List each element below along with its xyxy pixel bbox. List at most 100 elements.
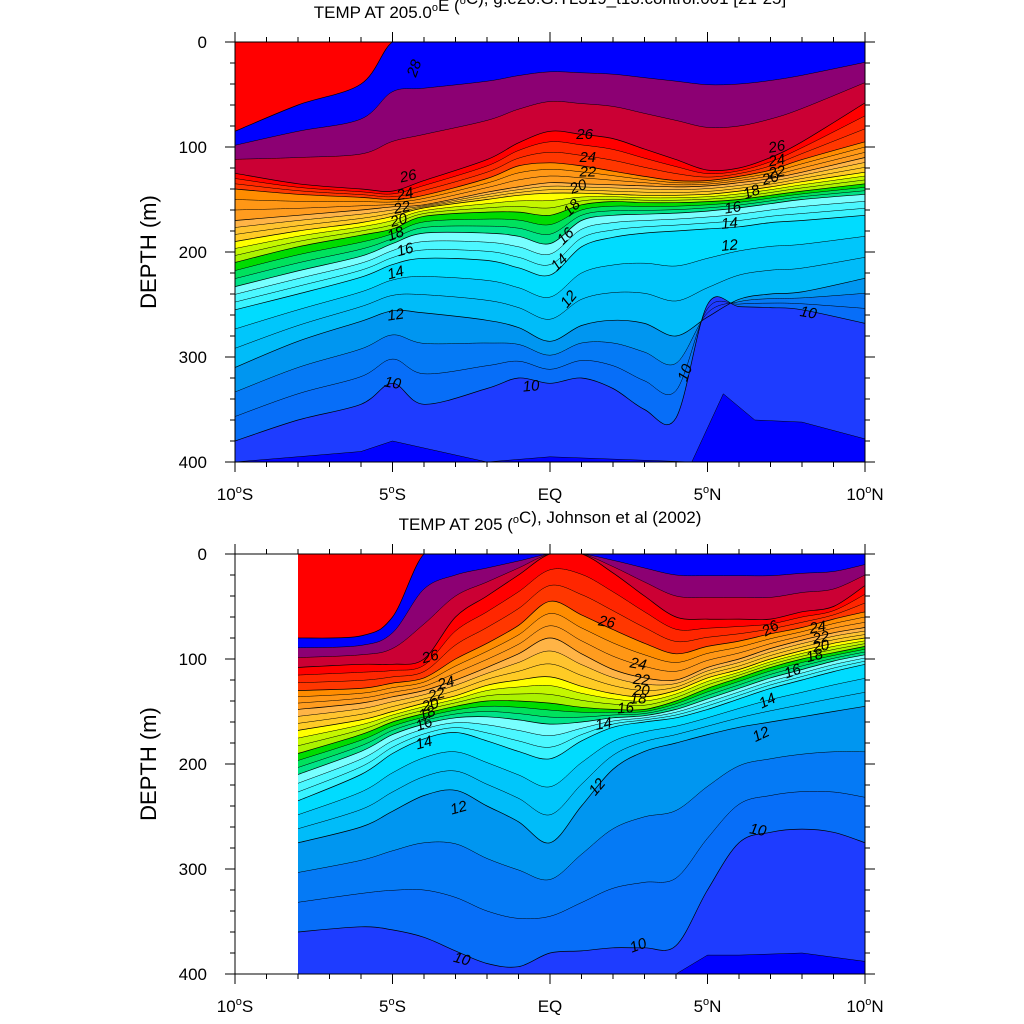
contour-label: 24 (628, 654, 648, 674)
contour-label: 22 (578, 164, 596, 181)
isotherm-28 (235, 42, 865, 132)
chart-title: TEMP AT 205.0oE (oC), g.e20.G.TL319_t13.… (314, 0, 786, 22)
contour-label: 12 (750, 723, 773, 746)
band-below-10 (298, 952, 865, 974)
contour-label: 18 (630, 690, 647, 707)
isotherm-minor-12-1 (235, 293, 865, 393)
x-tick-label: 10oN (846, 996, 883, 1016)
y-tick-label: 0 (198, 33, 207, 52)
isotherm-minor-20-2 (298, 643, 865, 747)
contour-label: 20 (810, 636, 831, 656)
contour-label: 14 (756, 690, 778, 712)
contour-label: 14 (385, 263, 406, 284)
isotherm-minor-22-2 (298, 634, 865, 724)
isotherm-minor-26-1 (235, 115, 865, 195)
band-below-10 (235, 393, 865, 462)
x-tick-label: 5oN (694, 484, 722, 504)
contour-label: 26 (766, 137, 787, 157)
isotherm-14 (298, 663, 865, 802)
isotherm-minor-28-2 (235, 82, 865, 160)
isotherm-minor-24-2 (298, 622, 865, 704)
temperature-fill (235, 42, 865, 462)
contour-label: 26 (575, 126, 593, 143)
x-tick-label: EQ (538, 997, 563, 1016)
contour-label: 20 (632, 682, 650, 699)
isotherm-10 (235, 296, 865, 442)
y-axis-label: DEPTH (m) (136, 195, 161, 309)
x-tick-label: 5oS (379, 996, 406, 1016)
isotherm-minor-28-2 (298, 554, 865, 658)
chart-title: TEMP AT 205 (oC), Johnson et al (2002) (399, 508, 702, 534)
isotherm-minor-14-2 (235, 257, 865, 349)
contour-label: 20 (759, 168, 781, 189)
y-tick-label: 200 (179, 243, 207, 262)
isotherm-minor-28-1 (298, 554, 865, 649)
contour-label: 16 (782, 661, 804, 683)
contour-label: 10 (799, 303, 819, 323)
isotherm-minor-28-1 (235, 62, 865, 146)
isotherm-26 (298, 554, 865, 668)
band-below-10 (235, 296, 865, 462)
contour-label: 22 (766, 162, 787, 182)
contour-label: 20 (419, 695, 441, 716)
isotherm-24 (298, 600, 865, 691)
isotherm-minor-22-1 (235, 162, 865, 228)
contour-label: 12 (720, 236, 739, 254)
contour-label: 10 (627, 935, 649, 957)
y-tick-label: 100 (179, 138, 207, 157)
isotherm-minor-26-2 (235, 128, 865, 198)
contour-label: 26 (596, 612, 617, 632)
contour-label: 12 (448, 798, 469, 819)
contour-label: 24 (435, 673, 456, 694)
contour-label: 16 (617, 699, 636, 717)
contour-label: 26 (419, 646, 441, 667)
isotherm-minor-22-1 (298, 630, 865, 717)
y-tick-label: 200 (179, 755, 207, 774)
isotherm-22 (235, 157, 865, 221)
isotherm-14 (235, 214, 865, 311)
isotherm-minor-22-2 (235, 167, 865, 235)
contour-label: 16 (395, 239, 416, 260)
contour-label: 22 (425, 684, 447, 705)
contour-lines (298, 554, 865, 968)
isotherm-minor-16-2 (298, 660, 865, 793)
contour-label: 10 (675, 361, 697, 383)
isotherm-minor-24-1 (235, 146, 865, 203)
contour-label: 26 (397, 166, 418, 186)
isotherm-minor-16-1 (235, 201, 865, 295)
x-tick-label: 10oS (217, 484, 253, 504)
contour-label: 14 (414, 733, 435, 754)
contour-label: 10 (522, 377, 541, 395)
y-tick-label: 300 (179, 348, 207, 367)
isotherm-minor-12-2 (235, 300, 865, 417)
y-tick-label: 300 (179, 860, 207, 879)
isotherm-minor-26-2 (298, 584, 865, 684)
isotherm-16 (235, 193, 865, 287)
contour-label: 12 (386, 305, 406, 324)
x-tick-label: 5oN (694, 996, 722, 1016)
y-tick-label: 400 (179, 965, 207, 984)
contour-label: 14 (720, 214, 738, 232)
isotherm-12 (235, 277, 865, 368)
isotherm-minor-14-1 (235, 236, 865, 330)
contour-label: 10 (452, 949, 473, 970)
isotherm-minor-24-2 (235, 152, 865, 211)
y-tick-label: 0 (198, 545, 207, 564)
isotherm-20 (298, 637, 865, 731)
x-tick-label: 10oN (846, 484, 883, 504)
y-tick-label: 100 (179, 650, 207, 669)
contour-label: 14 (594, 714, 613, 734)
isotherm-24 (235, 141, 865, 200)
isotherm-18 (235, 183, 865, 263)
isotherm-12 (298, 705, 865, 844)
x-tick-label: EQ (538, 485, 563, 504)
isotherm-minor-18-2 (298, 651, 865, 768)
isotherm-minor-12-1 (298, 751, 865, 881)
contour-lines (235, 42, 865, 442)
contour-label: 22 (810, 628, 831, 648)
isotherm-minor-14-2 (298, 692, 865, 830)
contour-label: 24 (766, 151, 786, 171)
isotherm-minor-18-2 (235, 190, 865, 279)
